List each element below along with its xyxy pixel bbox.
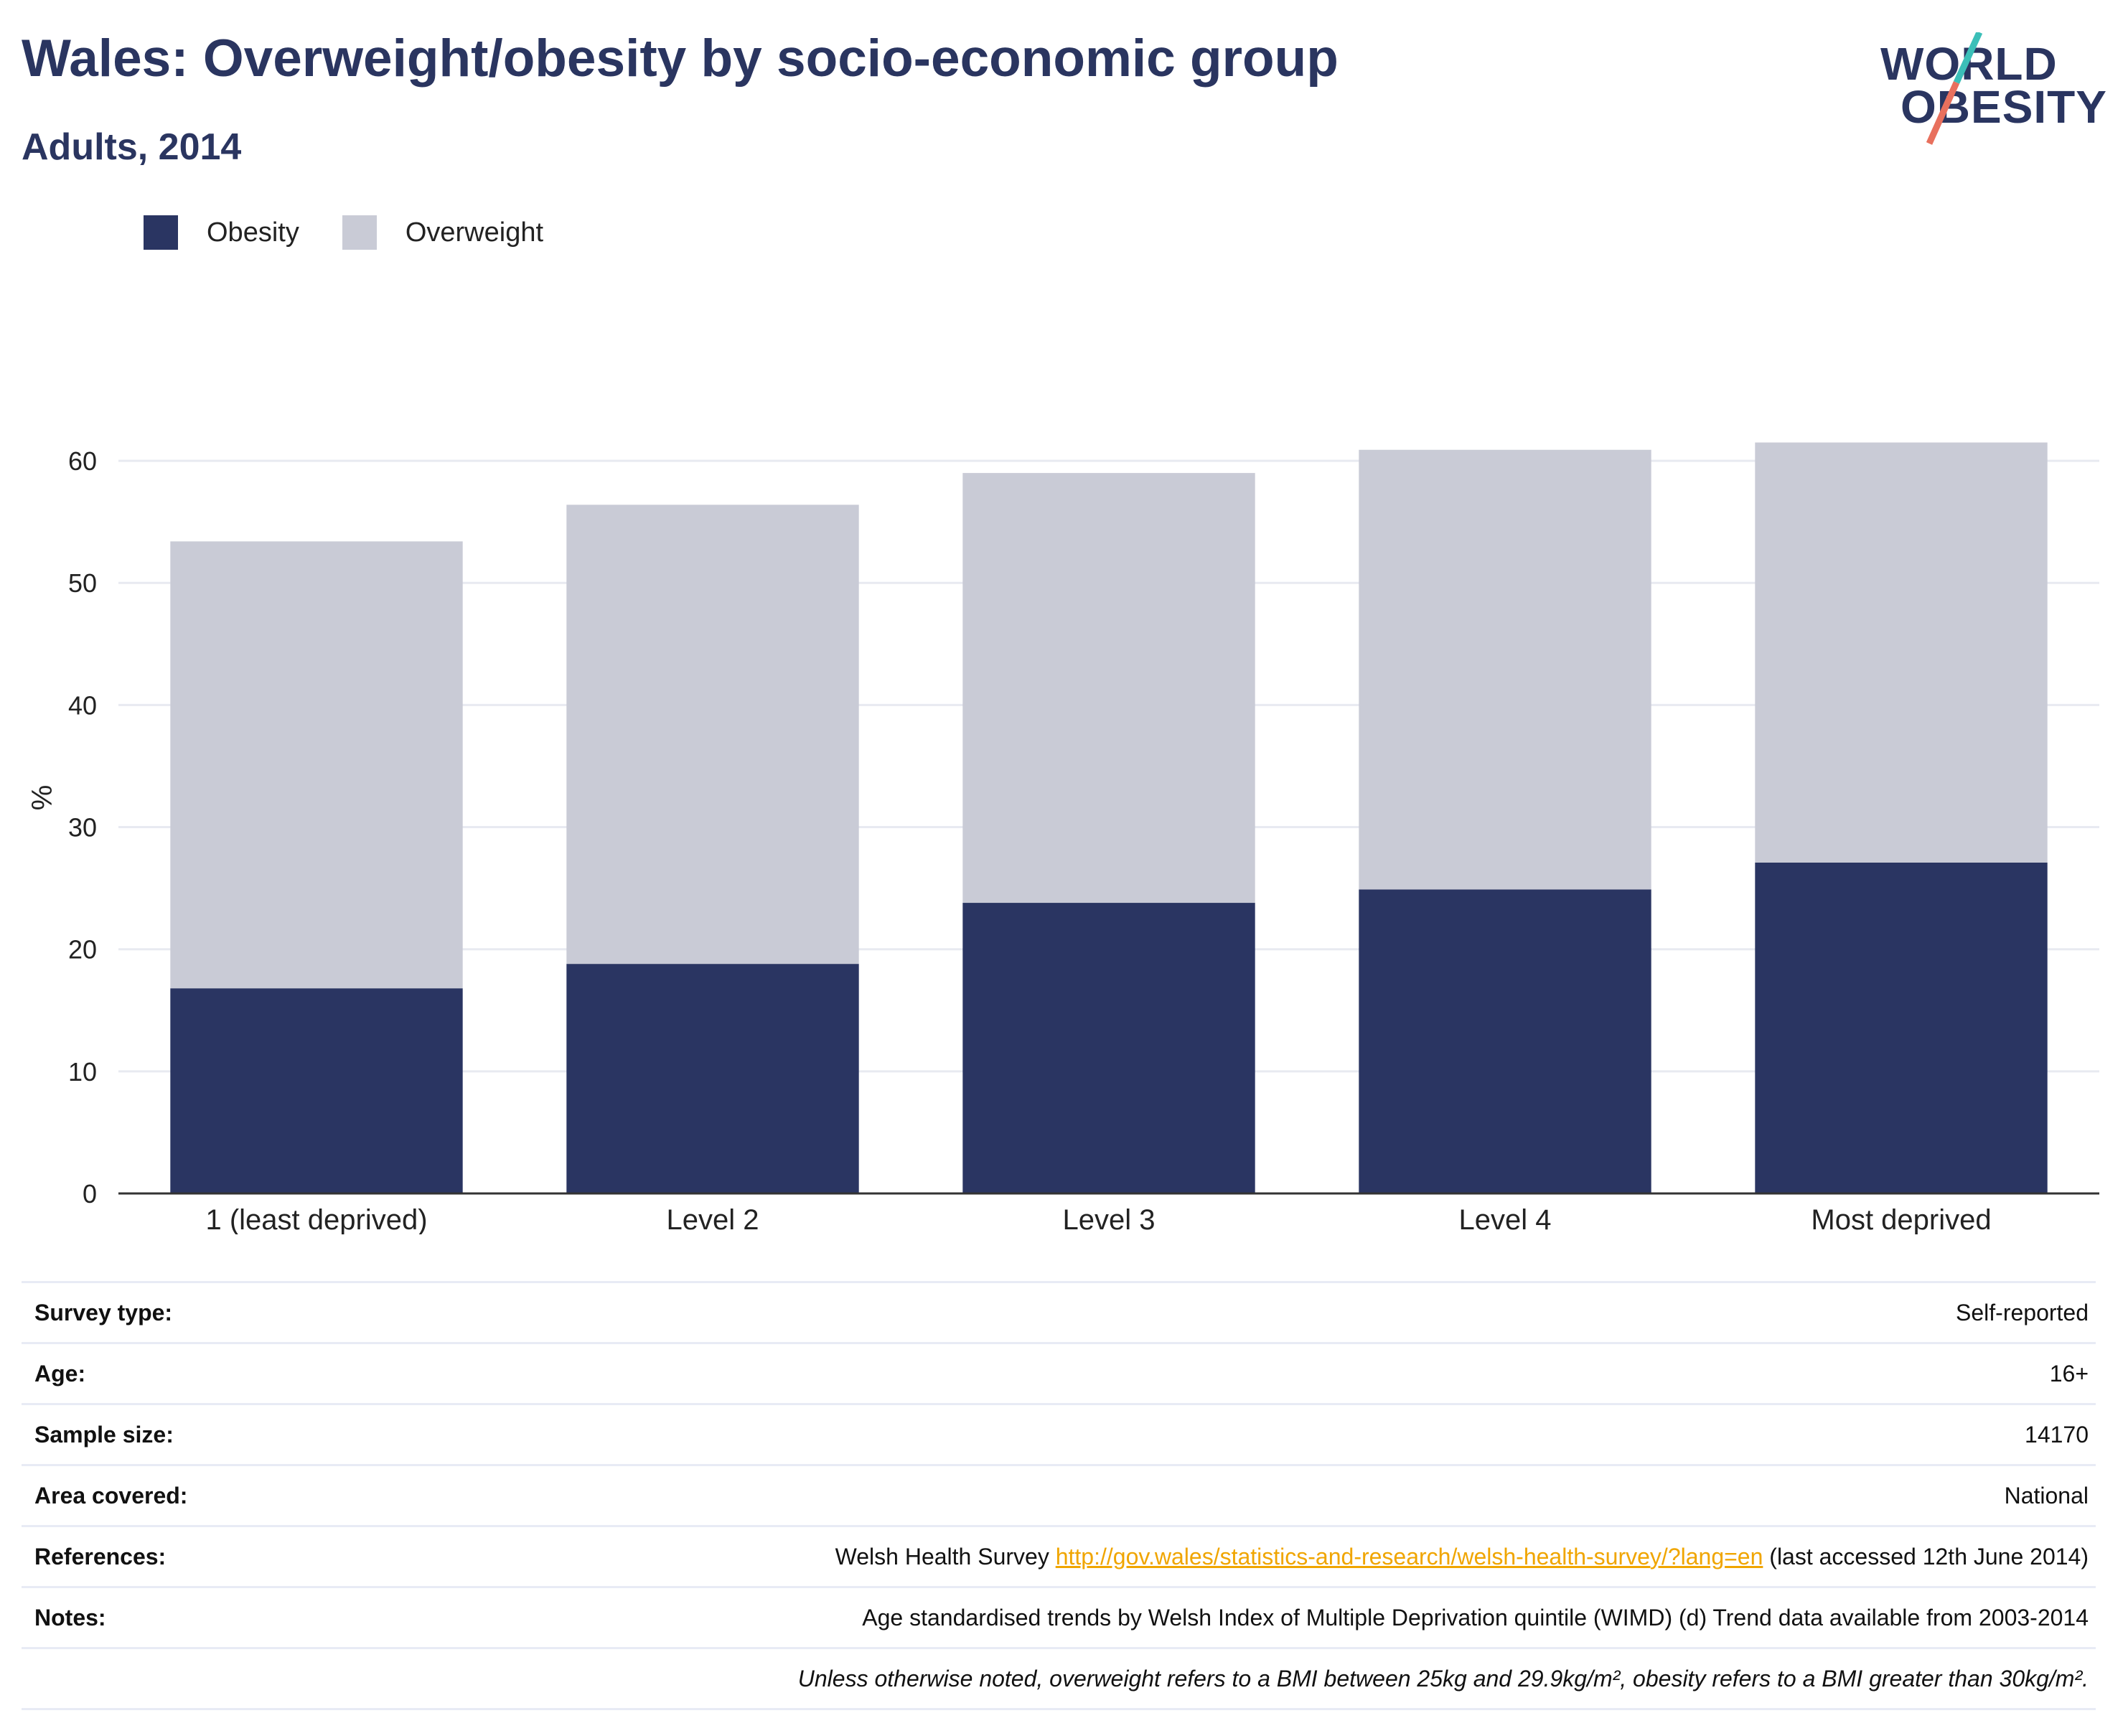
y-tick-label: 10	[68, 1057, 97, 1087]
x-tick-label: Level 4	[1459, 1204, 1552, 1234]
x-tick-label: Most deprived	[1811, 1204, 1991, 1234]
x-tick-label: Level 2	[667, 1204, 759, 1234]
info-row-references: References: Welsh Health Survey http://g…	[22, 1525, 2096, 1586]
y-tick-label: 20	[68, 935, 97, 965]
info-label: Age:	[34, 1360, 86, 1387]
legend-item-obesity: Obesity	[144, 215, 299, 250]
x-tick-label: 1 (least deprived)	[205, 1204, 427, 1234]
info-table: Survey type: Self-reported Age: 16+ Samp…	[22, 1281, 2096, 1710]
info-row-footnote: Unless otherwise noted, overweight refer…	[22, 1647, 2096, 1710]
info-row-sample-size: Sample size: 14170	[22, 1403, 2096, 1464]
info-value: 14170	[2025, 1421, 2089, 1448]
x-tick-label: Level 3	[1063, 1204, 1156, 1234]
info-label: Area covered:	[34, 1482, 188, 1509]
y-tick-label: 40	[68, 690, 97, 720]
logo-slash-icon	[1926, 32, 1983, 145]
info-row-survey-type: Survey type: Self-reported	[22, 1281, 2096, 1342]
info-value: Welsh Health Survey http://gov.wales/sta…	[835, 1544, 2096, 1570]
info-row-area: Area covered: National	[22, 1464, 2096, 1525]
bar-obesity-0	[170, 988, 463, 1193]
info-row-notes: Notes: Age standardised trends by Welsh …	[22, 1586, 2096, 1647]
info-label: References:	[34, 1543, 167, 1570]
bar-overweight-2	[962, 473, 1255, 904]
footnote: Unless otherwise noted, overweight refer…	[797, 1665, 2089, 1692]
legend-swatch-obesity	[144, 215, 178, 250]
y-tick-label: 30	[68, 813, 97, 843]
bar-obesity-4	[1755, 862, 2048, 1193]
legend-label-obesity: Obesity	[207, 217, 299, 248]
info-row-age: Age: 16+	[22, 1342, 2096, 1403]
bar-overweight-4	[1755, 442, 2048, 863]
info-label: Survey type:	[34, 1299, 173, 1326]
stacked-bar-chart: 0 10 20 30 40 50 60% 1 (least deprived) Level 2 L…	[27, 442, 2099, 1234]
bar-obesity-3	[1359, 889, 1651, 1193]
legend-item-overweight: Overweight	[342, 215, 543, 250]
y-axis-label: %	[27, 785, 58, 811]
reference-suffix: (last accessed 12th June 2014)	[1763, 1543, 2089, 1570]
chart-subtitle: Adults, 2014	[22, 126, 242, 168]
legend: Obesity Overweight	[144, 215, 586, 250]
y-tick-label: 50	[68, 568, 97, 598]
chart-title: Wales: Overweight/obesity by socio-econo…	[22, 29, 1339, 88]
legend-swatch-overweight	[342, 215, 377, 250]
reference-prefix: Welsh Health Survey	[835, 1543, 1056, 1570]
y-tick-label: 60	[68, 446, 97, 476]
info-value: Age standardised trends by Welsh Index o…	[862, 1604, 2089, 1631]
bar-overweight-3	[1359, 449, 1651, 890]
legend-label-overweight: Overweight	[405, 217, 544, 248]
info-label: Sample size:	[34, 1421, 174, 1448]
world-obesity-logo: WORLD OBESITY	[1872, 32, 2106, 154]
bar-obesity-1	[566, 964, 859, 1193]
bar-overweight-1	[566, 505, 859, 965]
info-label: Notes:	[34, 1604, 106, 1631]
bar-obesity-2	[962, 903, 1255, 1193]
info-value: Self-reported	[1956, 1299, 2089, 1326]
info-value: 16+	[2049, 1360, 2089, 1387]
bar-overweight-0	[170, 541, 463, 989]
logo-line-2: OBESITY	[1901, 81, 2107, 133]
info-value: National	[2004, 1482, 2089, 1509]
reference-link[interactable]: http://gov.wales/statistics-and-research…	[1055, 1543, 1763, 1570]
y-tick-label: 0	[83, 1179, 97, 1209]
